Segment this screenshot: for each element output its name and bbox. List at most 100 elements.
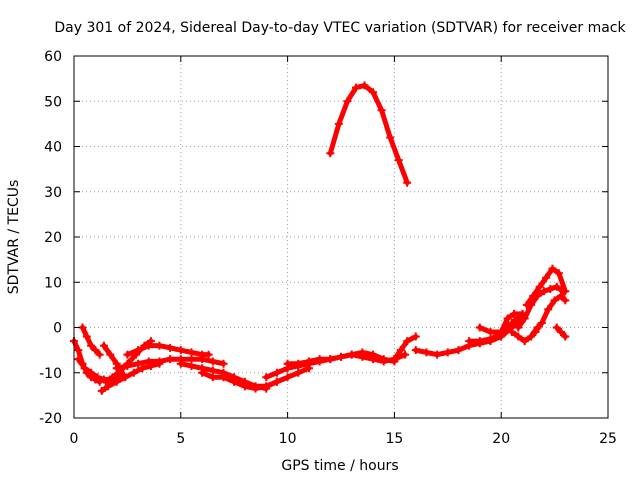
data-point — [219, 359, 228, 368]
data-point — [91, 346, 100, 355]
data-point — [386, 133, 395, 142]
y-tick-label: -20 — [39, 411, 62, 427]
data-point — [99, 341, 108, 350]
data-point — [394, 156, 403, 165]
x-tick-label: 25 — [599, 431, 617, 447]
data-point — [343, 97, 352, 106]
data-point — [208, 373, 217, 382]
y-tick-label: 30 — [44, 185, 62, 201]
x-tick-label: 0 — [70, 431, 79, 447]
data-point — [561, 287, 570, 296]
data-point — [87, 341, 96, 350]
series-arc-14 — [390, 332, 420, 364]
data-point — [283, 373, 292, 382]
data-point — [97, 386, 106, 395]
data-point — [87, 368, 96, 377]
data-point — [557, 291, 566, 300]
data-point — [155, 341, 164, 350]
data-point — [334, 119, 343, 128]
data-point — [514, 332, 523, 341]
data-point — [134, 346, 143, 355]
data-point — [396, 346, 405, 355]
data-point — [552, 323, 561, 332]
data-point — [262, 382, 271, 391]
data-point — [208, 366, 217, 375]
y-axis-label: SDTVAR / TECUs — [6, 180, 22, 295]
data-point — [240, 382, 249, 391]
data-point — [351, 83, 360, 92]
data-point — [104, 382, 113, 391]
data-point — [561, 296, 570, 305]
data-point — [475, 323, 484, 332]
data-point — [520, 337, 529, 346]
data-point — [262, 373, 271, 382]
data-point — [102, 377, 111, 386]
series-arc-3 — [78, 323, 104, 359]
data-point — [475, 337, 484, 346]
data-point — [219, 373, 228, 382]
data-point — [403, 337, 412, 346]
data-point — [514, 323, 523, 332]
y-axis-ticks: -20 -10 0 10 20 30 40 50 60 — [39, 49, 608, 427]
data-point — [522, 300, 531, 309]
data-point — [283, 359, 292, 368]
data-point — [369, 350, 378, 359]
grid — [74, 56, 608, 418]
data-point — [527, 332, 536, 341]
data-point — [486, 334, 495, 343]
data-point — [535, 282, 544, 291]
data-point — [358, 348, 367, 357]
data-point — [552, 282, 561, 291]
data-point — [116, 368, 125, 377]
data-point — [134, 359, 143, 368]
data-point — [544, 305, 553, 314]
data-point — [106, 350, 115, 359]
data-point — [187, 348, 196, 357]
data-point — [326, 149, 335, 158]
data-point — [198, 355, 207, 364]
x-tick-label: 5 — [176, 431, 185, 447]
data-point — [465, 337, 474, 346]
series-arc-7 — [123, 341, 213, 359]
data-point — [155, 357, 164, 366]
data-point — [326, 355, 335, 364]
data-point — [542, 273, 551, 282]
data-point — [548, 264, 557, 273]
data-point — [507, 328, 516, 337]
data-point — [272, 377, 281, 386]
data-point — [554, 269, 563, 278]
data-point — [138, 364, 147, 373]
data-point — [550, 296, 559, 305]
series-arc-21 — [522, 264, 570, 309]
series-arc-6 — [99, 341, 125, 377]
chart-title: Day 301 of 2024, Sidereal Day-to-day VTE… — [54, 20, 626, 36]
data-point — [112, 364, 121, 373]
data-point — [123, 350, 132, 359]
data-point — [198, 368, 207, 377]
data-point — [187, 355, 196, 364]
data-point — [304, 357, 313, 366]
data-point — [390, 355, 399, 364]
data-point — [93, 373, 102, 382]
data-point — [112, 377, 121, 386]
data-point — [123, 361, 132, 370]
x-axis-label: GPS time / hours — [281, 458, 398, 474]
y-tick-label: 60 — [44, 49, 62, 65]
data-point — [486, 328, 495, 337]
data-point — [520, 314, 529, 323]
x-tick-label: 10 — [279, 431, 297, 447]
data-point — [537, 318, 546, 327]
data-point — [129, 368, 138, 377]
data-point — [539, 287, 548, 296]
x-axis-ticks: 0 5 10 15 20 25 — [70, 56, 617, 447]
data-point — [347, 350, 356, 359]
data-point — [208, 357, 217, 366]
data-point — [454, 346, 463, 355]
data-point — [497, 328, 506, 337]
data-point — [360, 81, 369, 90]
data-point — [251, 384, 260, 393]
data-point — [80, 364, 89, 373]
data-point — [82, 332, 91, 341]
y-tick-label: 10 — [44, 275, 62, 291]
